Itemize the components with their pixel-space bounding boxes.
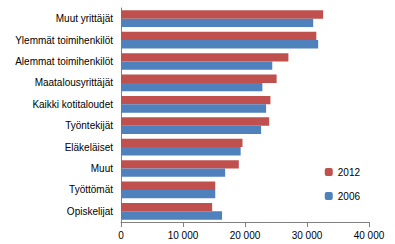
svg-text:2006: 2006 [338,191,361,202]
svg-text:Ylemmät toimihenkilöt: Ylemmät toimihenkilöt [15,35,113,46]
svg-text:Työttömät: Työttömät [69,184,113,195]
svg-text:30 000: 30 000 [292,230,323,241]
svg-text:Muut: Muut [91,163,113,174]
svg-text:20 000: 20 000 [230,230,261,241]
svg-text:Maatalousyrittäjät: Maatalousyrittäjät [35,77,114,88]
svg-text:10 000: 10 000 [168,230,199,241]
svg-text:2012: 2012 [338,167,361,178]
svg-text:Muut yrittäjät: Muut yrittäjät [56,13,113,24]
svg-text:Eläkeläiset: Eläkeläiset [65,142,114,153]
svg-text:Opiskelijat: Opiskelijat [67,206,113,217]
svg-text:0: 0 [118,230,124,241]
svg-text:Kaikki kotitaloudet: Kaikki kotitaloudet [32,99,113,110]
svg-text:Työntekijät: Työntekijät [65,120,113,131]
svg-text:40 000: 40 000 [354,230,385,241]
svg-text:Alemmat toimihenkilöt: Alemmat toimihenkilöt [15,56,113,67]
